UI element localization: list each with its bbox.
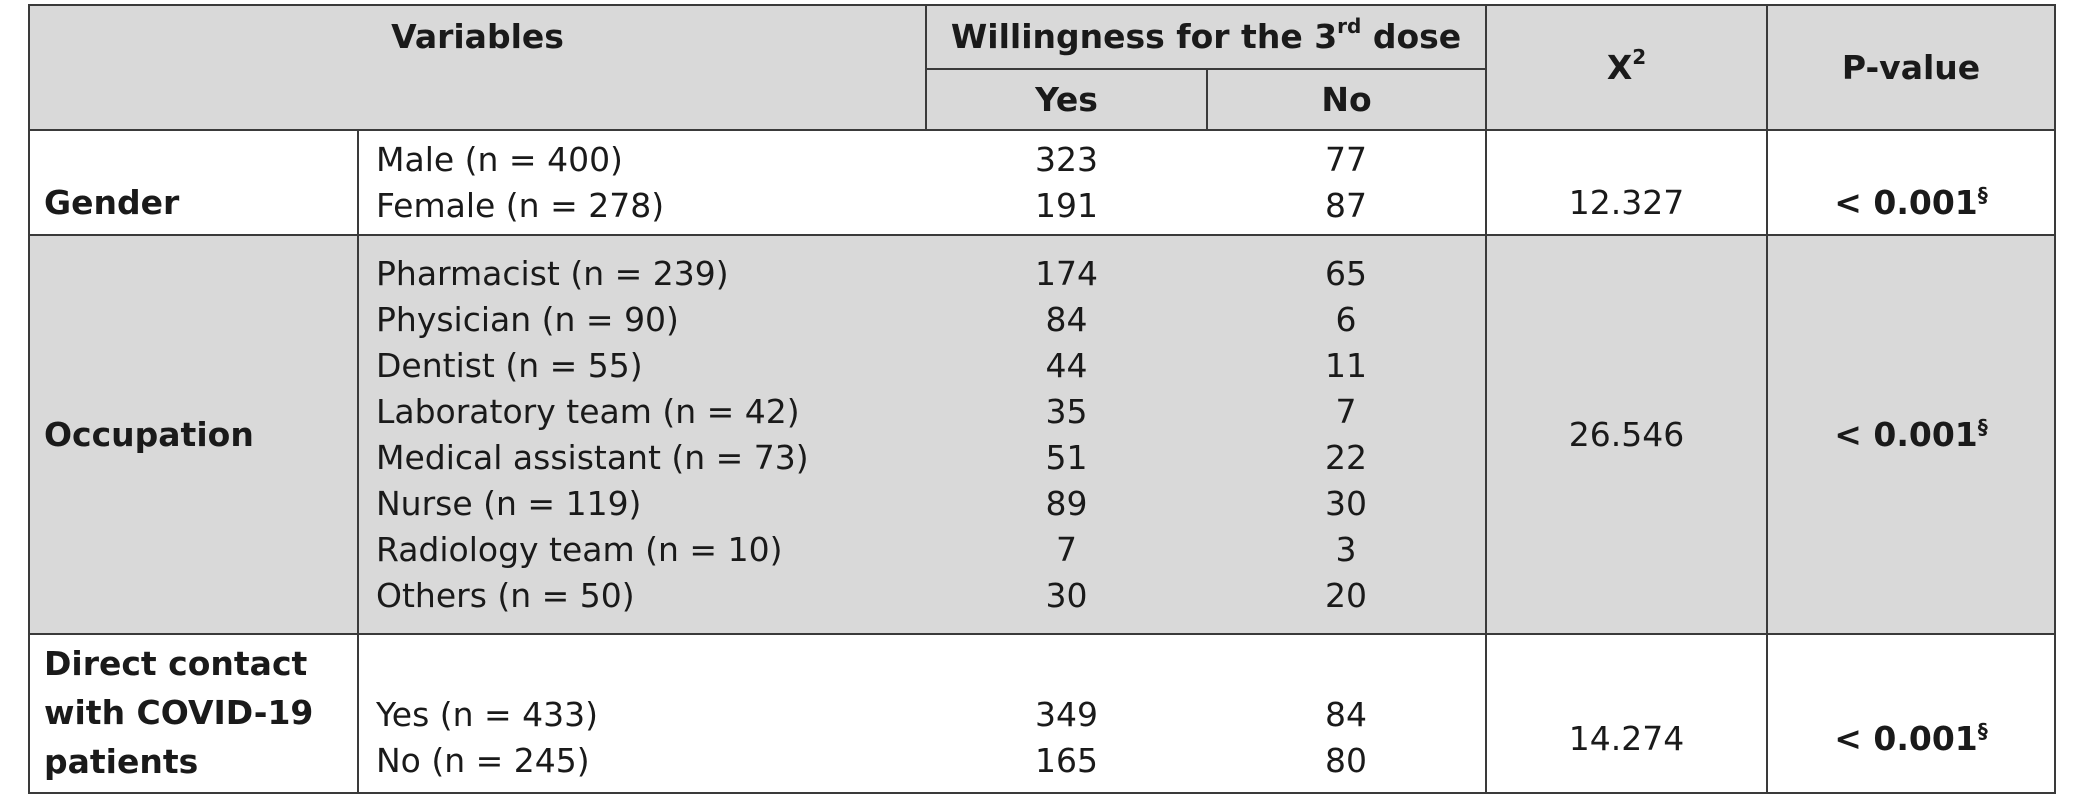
subgroup-label: Pharmacist (n = 239) — [376, 253, 729, 293]
subgroup-label: Others (n = 50) — [376, 575, 635, 615]
yes-values-occupation: 174 84 44 35 51 89 7 30 — [926, 234, 1208, 634]
yes-value: 191 — [1035, 185, 1099, 225]
no-value: 7 — [1335, 391, 1357, 431]
chi2-value: 14.274 — [1568, 719, 1685, 758]
pvalue-value: < 0.001 — [1834, 414, 1978, 454]
no-value: 11 — [1325, 345, 1368, 385]
header-pvalue-label: P-value — [1841, 47, 1981, 87]
variable-label: Occupation — [44, 414, 254, 454]
variable-direct-contact: Direct contact with COVID-19 patients — [30, 632, 358, 792]
no-values-direct-contact: 84 80 — [1207, 632, 1487, 792]
table-row-occupation: Occupation Pharmacist (n = 239) Physicia… — [30, 234, 2055, 634]
subgroups-direct-contact: Yes (n = 433) No (n = 245) — [356, 632, 927, 792]
yes-value: 349 — [1035, 695, 1099, 734]
no-value: 87 — [1325, 185, 1368, 225]
header-chi-square: X2 — [1485, 6, 1768, 132]
subgroups-gender: Male (n = 400) Female (n = 278) — [356, 130, 927, 236]
no-value: 20 — [1325, 575, 1368, 615]
chi2-occupation: 26.546 — [1485, 234, 1768, 634]
header-pvalue: P-value — [1766, 6, 2055, 132]
no-value: 3 — [1335, 529, 1357, 569]
willingness-table: Variables Willingness for the 3rd dose X… — [30, 6, 2055, 792]
yes-value: 7 — [1056, 529, 1078, 569]
yes-value: 174 — [1035, 253, 1099, 293]
subgroup-label: Laboratory team (n = 42) — [376, 391, 800, 431]
subgroup-label: Female (n = 278) — [376, 185, 665, 225]
variable-label-line: patients — [44, 742, 199, 781]
pvalue-value: < 0.001 — [1834, 719, 1978, 758]
header-yes: Yes — [925, 69, 1208, 132]
pvalue-occupation: < 0.001§ — [1766, 234, 2055, 634]
no-value: 22 — [1325, 437, 1368, 477]
pvalue-footnote-mark: § — [1977, 183, 1988, 208]
header-willingness: Willingness for the 3rd dose — [925, 6, 1487, 71]
pvalue-footnote-mark: § — [1977, 414, 1988, 439]
variable-gender: Gender — [30, 130, 358, 235]
subgroup-label: Yes (n = 433) — [376, 695, 599, 734]
yes-value: 51 — [1045, 437, 1088, 477]
header-no-label: No — [1321, 79, 1372, 119]
header-variables-label: Variables — [391, 17, 564, 56]
variable-label: Gender — [44, 183, 180, 223]
table-row-direct-contact: Direct contact with COVID-19 patients Ye… — [30, 632, 2055, 792]
chi2-value: 12.327 — [1568, 183, 1685, 223]
subgroup-label: Medical assistant (n = 73) — [376, 437, 809, 477]
no-values-gender: 77 87 — [1207, 130, 1486, 235]
header-yes-label: Yes — [1035, 79, 1098, 119]
subgroup-label: Dentist (n = 55) — [376, 345, 643, 385]
subgroup-label: Male (n = 400) — [376, 139, 623, 179]
yes-values-gender: 323 191 — [926, 130, 1207, 235]
no-value: 77 — [1325, 139, 1368, 179]
pvalue-footnote-mark: § — [1977, 719, 1988, 743]
yes-value: 323 — [1035, 139, 1099, 179]
subgroup-label: No (n = 245) — [376, 741, 590, 780]
subgroups-occupation: Pharmacist (n = 239) Physician (n = 90) … — [356, 234, 927, 634]
header-willingness-sup: rd — [1337, 14, 1362, 39]
no-value: 84 — [1325, 695, 1368, 734]
subgroup-label: Radiology team (n = 10) — [376, 529, 783, 569]
header-variables: Variables — [30, 6, 927, 132]
yes-value: 30 — [1045, 575, 1088, 615]
header-willingness-label: Willingness for the 3 — [950, 17, 1338, 57]
yes-value: 44 — [1045, 345, 1088, 385]
header-chi-label: X — [1606, 47, 1633, 87]
variable-label-line: with COVID-19 — [44, 693, 314, 732]
chi2-direct-contact: 14.274 — [1485, 632, 1768, 792]
variable-occupation: Occupation — [30, 234, 358, 634]
variable-label-line: Direct contact — [44, 644, 308, 683]
header-willingness-tail: dose — [1361, 17, 1462, 57]
header-chi-sup: 2 — [1632, 44, 1647, 69]
no-value: 80 — [1325, 741, 1368, 780]
yes-value: 165 — [1035, 741, 1099, 780]
no-value: 65 — [1325, 253, 1368, 293]
pvalue-direct-contact: < 0.001§ — [1766, 632, 2055, 792]
chi2-gender: 12.327 — [1485, 130, 1768, 236]
subgroup-label: Physician (n = 90) — [376, 299, 679, 339]
subgroup-label: Nurse (n = 119) — [376, 483, 642, 523]
no-values-occupation: 65 6 11 7 22 30 3 20 — [1207, 234, 1487, 634]
yes-values-direct-contact: 349 165 — [926, 632, 1208, 792]
yes-value: 84 — [1045, 299, 1088, 339]
header-no: No — [1206, 69, 1487, 132]
results-table: Variables Willingness for the 3rd dose X… — [28, 4, 2056, 794]
chi2-value: 26.546 — [1568, 414, 1685, 454]
no-value: 6 — [1335, 299, 1357, 339]
yes-value: 89 — [1045, 483, 1088, 523]
table-row-gender: Gender Male (n = 400) Female (n = 278) 3… — [30, 130, 2055, 236]
pvalue-value: < 0.001 — [1834, 183, 1978, 223]
no-value: 30 — [1325, 483, 1368, 523]
yes-value: 35 — [1045, 391, 1088, 431]
pvalue-gender: < 0.001§ — [1766, 130, 2055, 236]
